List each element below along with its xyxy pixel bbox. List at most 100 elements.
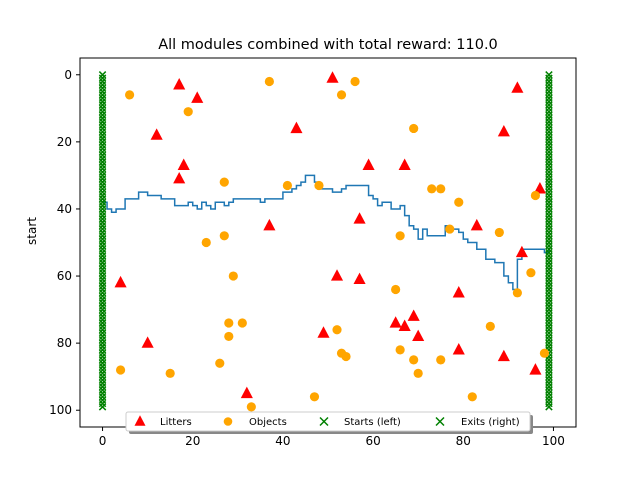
start-marker (98, 302, 107, 310)
start-marker (98, 178, 107, 186)
exit-marker (545, 215, 553, 223)
start-marker (98, 201, 107, 210)
exit-marker (545, 114, 553, 123)
litter-point (141, 336, 154, 348)
start-marker (98, 289, 107, 297)
start-marker (98, 121, 107, 129)
start-marker (98, 268, 107, 277)
start-marker (98, 372, 107, 381)
litter-point (263, 218, 276, 231)
start-marker (98, 148, 107, 156)
object-point (282, 180, 293, 191)
object-point (246, 402, 256, 412)
start-marker (98, 336, 107, 344)
start-marker (98, 399, 107, 408)
start-marker (98, 114, 107, 123)
y-tick-label: 80 (57, 336, 72, 350)
exit-marker (545, 252, 553, 260)
exit-marker (545, 74, 553, 82)
start-marker (98, 191, 107, 200)
exit-marker (545, 94, 553, 102)
start-marker (98, 379, 107, 388)
object-point (228, 271, 238, 281)
legend-exits-marker (435, 416, 445, 427)
litter-point (497, 349, 510, 362)
exit-marker (545, 265, 553, 274)
exit-marker (545, 151, 553, 160)
exit-marker (545, 292, 553, 300)
exit-marker (545, 181, 553, 190)
y-tick-label: 60 (57, 269, 72, 283)
litter-point (452, 343, 465, 355)
start-marker (98, 168, 107, 176)
start-marker (98, 356, 107, 364)
litter-point (330, 269, 344, 281)
start-marker (98, 111, 107, 119)
litter-point (173, 171, 186, 184)
exit-marker (545, 319, 553, 327)
y-axis-label: start (25, 217, 39, 245)
legend-exits-label: Exits (right) (461, 417, 520, 428)
exit-marker (545, 272, 553, 280)
exit-marker (545, 208, 553, 217)
object-point (409, 123, 419, 134)
plot-area (98, 71, 553, 412)
object-point (409, 355, 419, 365)
start-marker (98, 282, 107, 290)
exit-marker (545, 168, 553, 176)
exit-marker (545, 302, 553, 310)
exit-marker (545, 399, 553, 408)
exit-marker (545, 111, 553, 119)
exit-marker (545, 372, 553, 381)
object-point (485, 321, 495, 331)
litter-point (398, 319, 411, 331)
x-tick-label: 80 (456, 434, 471, 448)
y-tick-label: 40 (57, 202, 72, 216)
legend-objects-label: Objects (249, 417, 287, 428)
start-marker (98, 107, 107, 116)
start-marker (98, 258, 107, 267)
object-point (494, 227, 504, 238)
litter-point (240, 386, 253, 399)
start-marker (98, 262, 107, 270)
start-marker (98, 305, 107, 314)
object-point (183, 107, 193, 117)
exit-marker (545, 191, 553, 200)
litter-point (177, 158, 190, 170)
start-marker (98, 255, 107, 264)
exit-marker (545, 386, 553, 394)
object-point (165, 368, 175, 378)
start-marker (98, 97, 107, 106)
y-tick-label: 100 (49, 403, 72, 417)
litter-point (398, 158, 411, 170)
object-point (395, 231, 405, 241)
object-point (201, 237, 211, 248)
start-marker (98, 322, 107, 331)
start-marker (98, 81, 107, 89)
exit-marker (545, 309, 553, 317)
exit-marker (545, 107, 553, 116)
start-marker (98, 346, 107, 354)
exit-marker (545, 97, 553, 106)
litter-point (533, 182, 546, 194)
litter-point (114, 275, 127, 288)
object-point (436, 355, 446, 365)
exit-marker (545, 285, 553, 294)
object-point (224, 318, 234, 328)
legend-litters-label: Litters (160, 417, 192, 428)
start-marker (98, 188, 107, 196)
start-marker (98, 295, 107, 304)
start-marker (98, 74, 107, 82)
start-marker (98, 124, 107, 133)
path-line (102, 174, 550, 291)
exit-marker (545, 225, 553, 233)
object-point (395, 345, 405, 355)
x-tick-label: 100 (542, 434, 565, 448)
x-tick-label: 60 (365, 434, 380, 448)
object-point (341, 351, 351, 362)
litter-point (497, 124, 510, 137)
start-marker (98, 352, 107, 361)
exit-marker (545, 342, 553, 351)
exit-marker (545, 356, 553, 364)
exit-marker (545, 379, 553, 388)
